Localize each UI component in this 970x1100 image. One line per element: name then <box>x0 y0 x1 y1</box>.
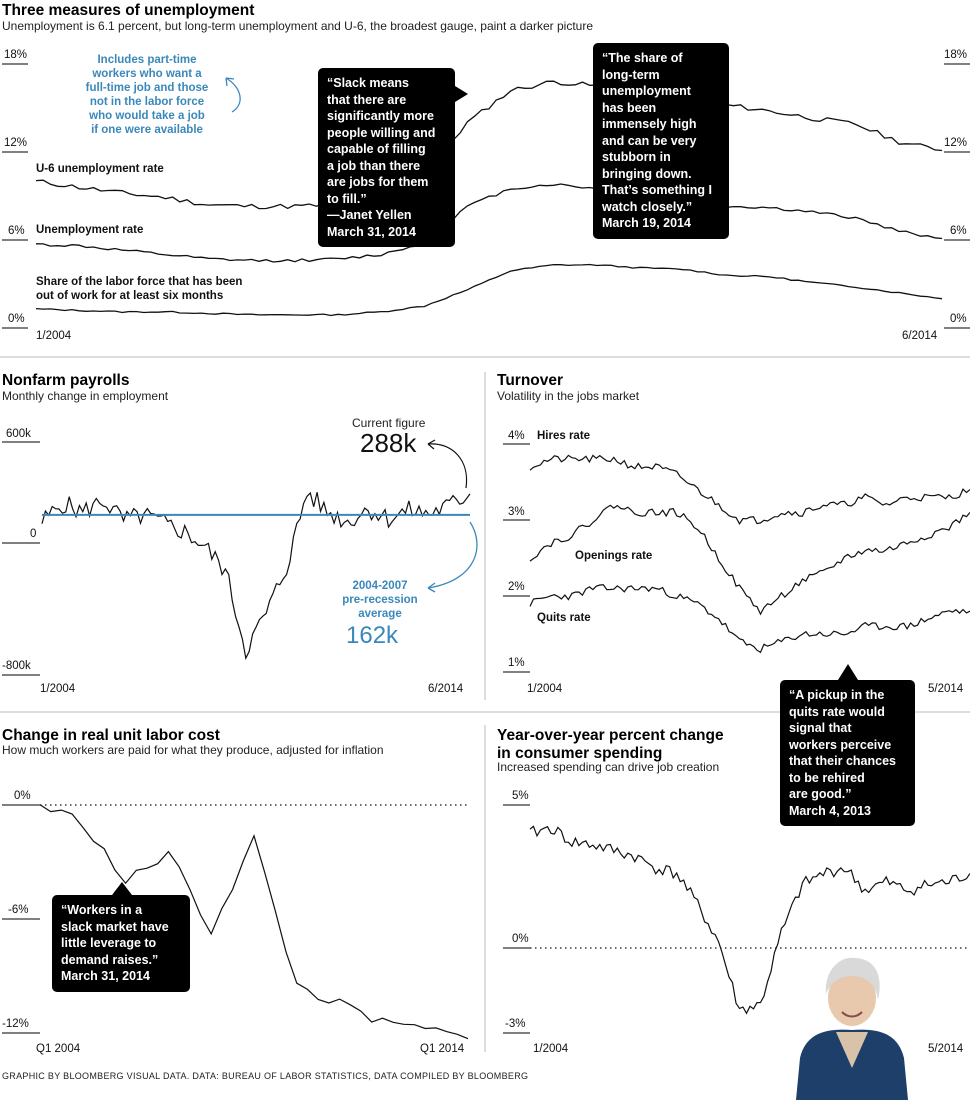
yellen-quote-slack: “Slack means that there are significantl… <box>318 68 455 247</box>
average-label: 2004-2007 pre-recession average <box>342 580 418 620</box>
y-tick-label: 4% <box>508 430 525 442</box>
u6-definition-note: Includes part-time workers who want a fu… <box>85 54 209 136</box>
y-tick-label: 12% <box>944 137 968 149</box>
quote-tail <box>112 882 132 895</box>
y-tick-label: 18% <box>944 49 968 61</box>
y-tick-label: 0% <box>950 313 967 325</box>
average-arrowhead <box>427 582 436 593</box>
quote-tail <box>455 86 468 102</box>
yellen-quote-leverage: “Workers in a slack market have little l… <box>52 895 190 992</box>
y-tick-label: 3% <box>508 506 525 518</box>
y-tick-label: -800k <box>2 660 31 672</box>
labor-cost-subtitle: How much workers are paid for what they … <box>2 743 384 757</box>
spending-subtitle: Increased spending can drive job creatio… <box>497 760 720 774</box>
x-tick-label: 6/2014 <box>428 683 464 695</box>
series-line-labor-cost <box>39 804 469 1040</box>
series-line-unemployment <box>35 183 943 263</box>
series-line-payrolls <box>41 491 471 661</box>
yellen-quote-long-term: “The share of long-term unemployment has… <box>593 43 729 239</box>
x-tick-label: 1/2004 <box>527 683 563 695</box>
turnover-title: Turnover <box>497 372 564 389</box>
janet-yellen-photo <box>796 948 908 1100</box>
page-subtitle: Unemployment is 6.1 percent, but long-te… <box>2 19 593 33</box>
x-tick-label: 5/2014 <box>928 1043 964 1055</box>
x-tick-label: 6/2014 <box>902 330 938 342</box>
series-line-openings <box>529 504 970 616</box>
payrolls-subtitle: Monthly change in employment <box>2 389 169 403</box>
y-tick-label: 12% <box>4 137 28 149</box>
current-figure-arrowhead <box>427 439 436 450</box>
y-tick-label: 0 <box>30 528 37 540</box>
series-line-quits <box>529 584 970 654</box>
current-figure-value: 288k <box>360 428 417 458</box>
y-tick-label: 6% <box>950 225 967 237</box>
spending-title: Year-over-year percent change in consume… <box>497 727 724 762</box>
y-tick-label: 600k <box>6 428 31 440</box>
series-line-consumer-spending <box>529 825 970 1015</box>
x-tick-label: Q1 2004 <box>36 1043 81 1055</box>
x-tick-label: 1/2004 <box>40 683 76 695</box>
series-label-u6: U-6 unemployment rate <box>36 163 164 175</box>
payrolls-title: Nonfarm payrolls <box>2 372 130 389</box>
current-figure-label: Current figure <box>352 416 426 430</box>
yellen-quote-quits: “A pickup in the quits rate would signal… <box>780 680 915 826</box>
series-line-long-term <box>35 263 943 317</box>
average-value: 162k <box>346 622 399 649</box>
y-tick-label: 18% <box>4 49 28 61</box>
current-figure-arrow <box>427 443 468 489</box>
y-tick-label: 0% <box>8 313 25 325</box>
page-title: Three measures of unemployment <box>2 2 255 19</box>
series-line-hires <box>529 454 970 525</box>
y-tick-label: -6% <box>8 904 29 916</box>
series-label-hires: Hires rate <box>537 430 591 442</box>
quote-tail <box>838 664 858 680</box>
footer-credit: GRAPHIC BY BLOOMBERG VISUAL DATA. DATA: … <box>2 1071 529 1081</box>
y-tick-label: 1% <box>508 657 525 669</box>
x-tick-label: 1/2004 <box>36 330 72 342</box>
series-label-quits: Quits rate <box>537 612 591 624</box>
average-arrow <box>427 521 478 589</box>
note-arrowhead <box>225 77 235 87</box>
turnover-subtitle: Volatility in the jobs market <box>497 389 640 403</box>
y-tick-label: -3% <box>505 1018 526 1030</box>
series-label-long-term: Share of the labor force that has been o… <box>36 276 243 302</box>
y-tick-label: -12% <box>2 1018 29 1030</box>
series-label-unemployment: Unemployment rate <box>36 224 144 236</box>
series-line-u6 <box>35 80 943 210</box>
y-tick-label: 2% <box>508 581 525 593</box>
x-tick-label: 1/2004 <box>533 1043 569 1055</box>
y-tick-label: 5% <box>512 790 529 802</box>
x-tick-label: 5/2014 <box>928 683 964 695</box>
y-tick-label: 0% <box>512 933 529 945</box>
note-arrow <box>225 77 241 113</box>
y-tick-label: 0% <box>14 790 31 802</box>
x-tick-label: Q1 2014 <box>420 1043 465 1055</box>
y-tick-label: 6% <box>8 225 25 237</box>
labor-cost-title: Change in real unit labor cost <box>2 727 220 744</box>
series-label-openings: Openings rate <box>575 550 653 562</box>
